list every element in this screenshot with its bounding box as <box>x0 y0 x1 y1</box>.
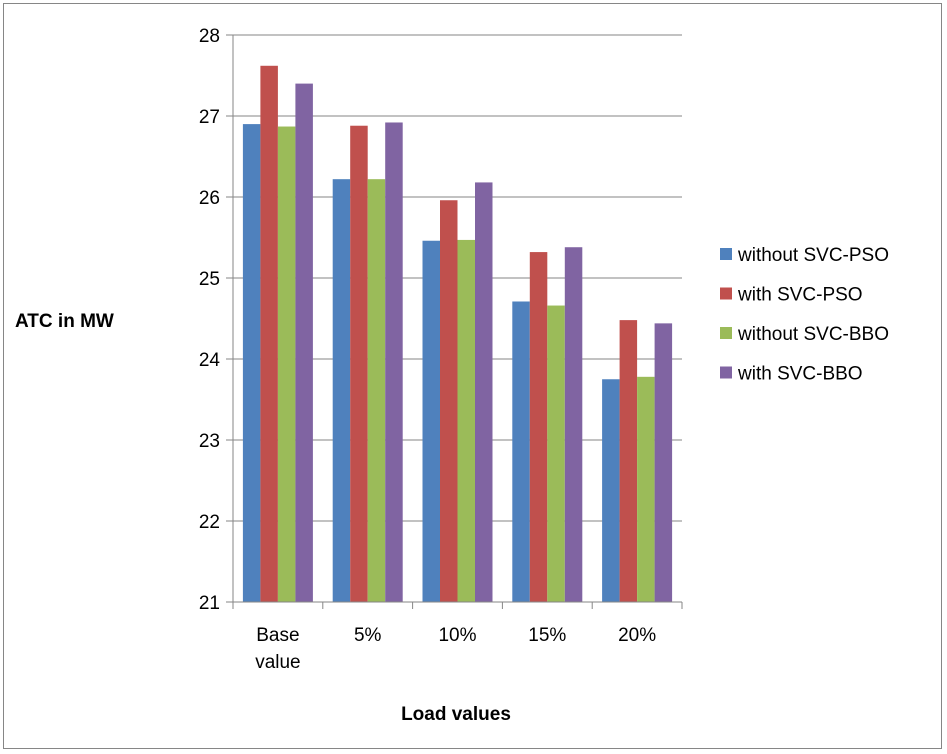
bar-with-svc-pso-2 <box>440 200 458 603</box>
y-tick-label: 25 <box>199 269 220 290</box>
bar-without-svc-pso-0 <box>242 124 261 602</box>
y-tick-label: 23 <box>199 431 220 452</box>
bar-with-svc-bbo-0 <box>295 83 313 603</box>
bars <box>242 65 673 603</box>
x-tick-label: Base <box>256 625 299 646</box>
bar-with-svc-bbo-4 <box>654 323 673 602</box>
legend-label: without SVC-BBO <box>737 324 889 345</box>
x-axis-title: Load values <box>401 704 511 725</box>
bar-without-svc-bbo-3 <box>547 305 565 602</box>
y-tick-label: 27 <box>199 107 220 128</box>
legend-swatch <box>720 366 732 379</box>
y-tick-label: 26 <box>199 188 220 209</box>
legend-swatch <box>720 327 732 339</box>
bar-without-svc-bbo-2 <box>457 239 475 602</box>
legend-label: with SVC-PSO <box>737 285 863 306</box>
y-tick-label: 28 <box>199 26 220 47</box>
y-tick-label: 21 <box>199 593 220 614</box>
bar-without-svc-bbo-1 <box>367 179 386 602</box>
y-tick-labels: 21 22 23 24 25 26 27 28 <box>199 26 221 614</box>
bar-with-svc-pso-1 <box>350 125 368 602</box>
legend-swatch <box>720 287 732 300</box>
x-tick-label: 5% <box>354 625 382 646</box>
x-tick-label: value <box>255 652 300 673</box>
bar-without-svc-pso-1 <box>332 179 351 602</box>
x-tick-label: 10% <box>438 625 476 646</box>
legend-label: without SVC-PSO <box>737 245 889 266</box>
bar-with-svc-bbo-3 <box>564 247 583 602</box>
bar-with-svc-bbo-2 <box>475 182 493 603</box>
bar-without-svc-pso-4 <box>602 379 620 602</box>
bar-without-svc-pso-2 <box>422 240 440 603</box>
bar-without-svc-pso-3 <box>512 301 530 602</box>
axes <box>232 35 683 609</box>
legend-label: with SVC-BBO <box>737 364 863 385</box>
y-tick-label: 24 <box>199 350 221 371</box>
y-tick-label: 22 <box>199 512 220 533</box>
y-axis-title: ATC in MW <box>15 311 114 332</box>
bar-without-svc-bbo-0 <box>277 126 296 602</box>
bar-with-svc-pso-4 <box>619 320 638 602</box>
x-tick-label: 20% <box>618 625 656 646</box>
legend-swatch <box>720 248 732 260</box>
legend: without SVC-PSO with SVC-PSO without SVC-B… <box>720 245 889 385</box>
bar-with-svc-pso-0 <box>260 65 278 602</box>
bar-without-svc-bbo-4 <box>637 376 655 602</box>
x-tick-labels: Base value 5% 10% 15% 20% <box>255 625 656 673</box>
x-tick-label: 15% <box>528 625 566 646</box>
bar-with-svc-pso-3 <box>529 252 548 602</box>
bar-with-svc-bbo-1 <box>385 122 403 602</box>
